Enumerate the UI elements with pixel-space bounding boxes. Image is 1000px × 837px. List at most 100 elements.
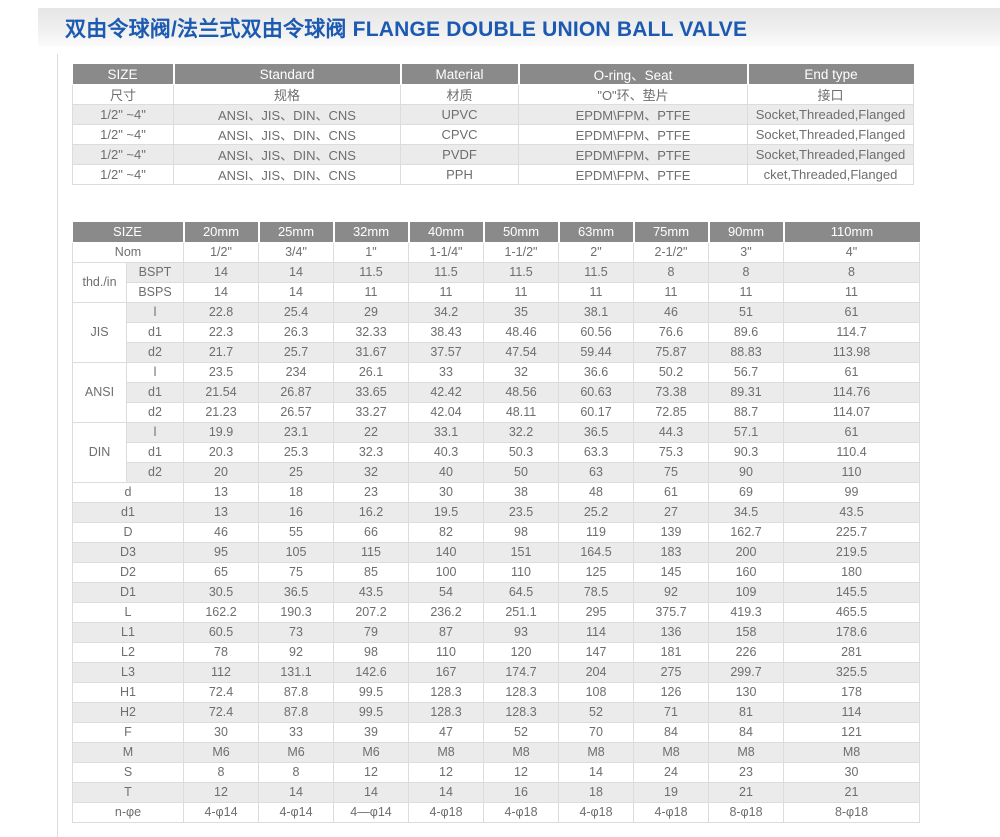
spec-col-subheader: "O"环、垫片 [518,84,748,105]
dim-cell: M6 [258,741,334,763]
spec-header-row: SIZE Standard Material O-ring、Seat End type [72,64,914,85]
row-label: n-φe [72,801,184,823]
row-label: d1 [126,381,184,403]
dim-cell: 140 [408,541,484,563]
dim-cell: 78.5 [558,581,634,603]
dim-cell: M8 [558,741,634,763]
row-label: D2 [72,561,184,583]
dim-cell: 14 [258,261,334,283]
spec-cell: Socket,Threaded,Flanged [747,124,914,145]
dim-cell: 136 [633,621,709,643]
size-col-header: 63mm [557,222,634,243]
dim-cell: 34.5 [708,501,784,523]
dim-row: H1 72.4 87.8 99.5 128.3 128.3 108 126 130 178 [72,681,920,703]
dim-cell: 26.57 [258,401,334,423]
dim-cell: 23 [333,481,409,503]
dim-cell: 11.5 [483,261,559,283]
row-label: D [72,521,184,543]
dim-cell: 11 [558,281,634,303]
dim-cell: 236.2 [408,601,484,623]
dim-cell: 25.4 [258,301,334,323]
dim-cell: 19.5 [408,501,484,523]
dim-cell: 39 [333,721,409,743]
dim-cell: M8 [783,741,920,763]
dim-cell: 61 [633,481,709,503]
dim-cell: 162.2 [183,601,259,623]
dim-cell: 145 [633,561,709,583]
row-label: L2 [72,641,184,663]
dim-cell: M6 [183,741,259,763]
dim-cell: 38.43 [408,321,484,343]
dim-row: d1 20.3 25.3 32.3 40.3 50.3 63.3 75.3 90.3 110.4 [73,441,920,463]
dim-cell: 8 [183,761,259,783]
row-label: BSPT [126,261,184,283]
dim-cell: 72.85 [633,401,709,423]
dim-row: M M6 M6 M6 M8 M8 M8 M8 M8 M8 [72,741,920,763]
dim-row: d1 21.54 26.87 33.65 42.42 48.56 60.63 73.38 89.… [73,381,920,403]
dim-cell: 16.2 [333,501,409,523]
dim-cell: 119 [558,521,634,543]
dim-cell: 12 [483,761,559,783]
dim-cell: 37.57 [408,341,484,363]
dim-cell: M6 [333,741,409,763]
dim-cell: 22.3 [183,321,259,343]
dim-cell: 14 [258,281,334,303]
dim-cell: 44.3 [633,421,709,443]
dim-cell: 90.3 [708,441,784,463]
dim-cell: 8-φ18 [708,801,784,823]
dim-cell: 251.1 [483,601,559,623]
size-col-header: 90mm [707,222,784,243]
dim-cell: 22.8 [183,301,259,323]
dim-cell: M8 [483,741,559,763]
size-col-header: 75mm [632,222,709,243]
dim-cell: 42.42 [408,381,484,403]
dim-cell: 38.1 [558,301,634,323]
dim-cell: 30 [408,481,484,503]
dim-row: d1 13 16 16.2 19.5 23.5 25.2 27 34.5 43.5 [72,501,920,523]
dim-cell: 11 [708,281,784,303]
dim-cell: 142.6 [333,661,409,683]
spec-cell: ANSI、JIS、DIN、CNS [173,124,401,145]
dim-cell: 12 [408,761,484,783]
dim-cell: 98 [333,641,409,663]
dim-cell: 110.4 [783,441,920,463]
dim-cell: 4-φ18 [558,801,634,823]
dim-cell: 21 [708,781,784,803]
dim-cell: 59.44 [558,341,634,363]
dim-cell: 61 [783,301,920,323]
dim-cell: 121 [783,721,920,743]
dim-cell: 33.27 [333,401,409,423]
dim-cell: 25.3 [258,441,334,463]
dim-cell: 190.3 [258,601,334,623]
dim-cell: 162.7 [708,521,784,543]
dim-cell: 24 [633,761,709,783]
dim-cell: 100 [408,561,484,583]
dim-cell: 75 [633,461,709,483]
dim-cell: 110 [783,461,920,483]
dim-cell: 11 [783,281,920,303]
dim-cell: 65 [183,561,259,583]
title-band: 双由令球阀/法兰式双由令球阀 FLANGE DOUBLE UNION BALL … [38,8,1000,46]
group-label: JIS [72,301,127,363]
dim-cell: 27 [633,501,709,523]
dim-cell: 4-φ18 [408,801,484,823]
dim-row: thd./in BSPT 14 14 11.5 11.5 11.5 11.5 8 8 8 [72,261,920,303]
dim-cell: 73 [258,621,334,643]
dim-cell: 18 [258,481,334,503]
row-label: L1 [72,621,184,643]
dim-cell: 131.1 [258,661,334,683]
dim-cell: 281 [783,641,920,663]
group-label: thd./in [72,261,127,303]
dim-cell: 63 [558,461,634,483]
dim-cell: 2" [558,241,634,263]
dim-cell: 98 [483,521,559,543]
dim-cell: 8 [258,761,334,783]
dim-cell: 14 [183,281,259,303]
dim-cell: 8 [633,261,709,283]
dim-cell: 25.7 [258,341,334,363]
dim-cell: 54 [408,581,484,603]
dim-cell: 46 [633,301,709,323]
dim-cell: 52 [483,721,559,743]
dim-row: d1 22.3 26.3 32.33 38.43 48.46 60.56 76.6 89.6 11… [73,321,920,343]
dim-cell: 109 [708,581,784,603]
